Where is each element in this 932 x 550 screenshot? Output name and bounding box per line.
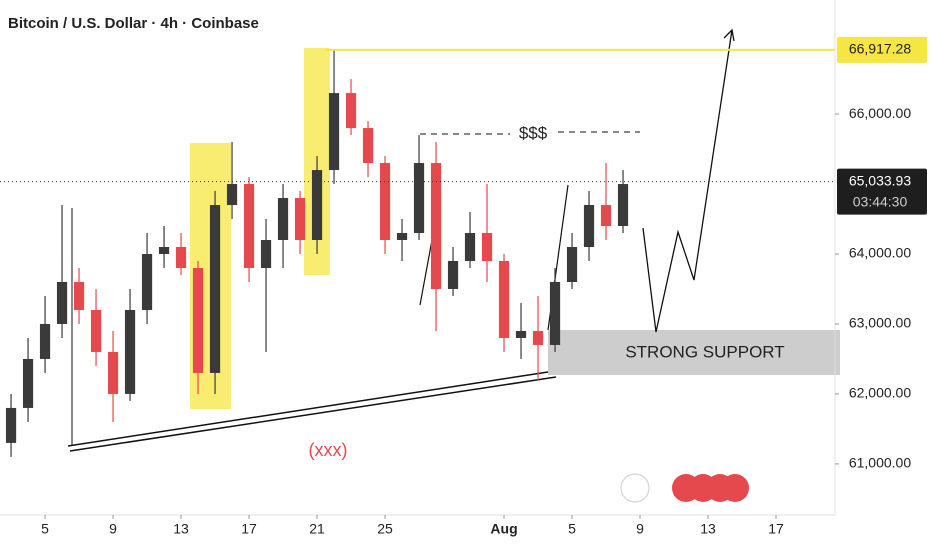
x-tick-label: 5 [41, 521, 49, 537]
x-tick-label: Aug [490, 521, 517, 537]
y-tick-label: 63,000.00 [849, 315, 911, 331]
price-tag [837, 36, 927, 63]
projection-path [642, 29, 733, 333]
candle-body [413, 163, 425, 234]
candle-body [39, 323, 51, 359]
price-tag-label: 66,917.28 [849, 41, 911, 57]
candle-body [90, 309, 102, 352]
candle-body [617, 184, 629, 227]
candle-body [209, 205, 221, 373]
candle-body [498, 260, 510, 338]
candle-body [311, 170, 323, 241]
candle-body [226, 184, 238, 206]
x-tick-label: 9 [109, 521, 117, 537]
x-tick-label: 13 [173, 521, 189, 537]
arrow-head [723, 28, 735, 42]
candle-body [362, 128, 374, 164]
candle-body [107, 351, 119, 394]
x-tick-label: 13 [700, 521, 716, 537]
y-tick-label: 66,000.00 [849, 105, 911, 121]
candle-body [294, 198, 306, 241]
y-tick-label: 61,000.00 [849, 455, 911, 471]
x-tick-label: 17 [768, 521, 784, 537]
x-tick-label: 5 [568, 521, 576, 537]
trend-line [69, 376, 557, 452]
candle-body [192, 267, 204, 373]
price-tag [837, 168, 927, 215]
arrow [419, 239, 433, 306]
candle-body [73, 281, 85, 310]
support-zone [548, 330, 840, 375]
candle-body [345, 93, 357, 129]
price-tag-label: 65,033.93 [849, 172, 911, 188]
x-tick-label: 17 [241, 521, 257, 537]
candle-body [243, 184, 255, 268]
annotation: $$$ [519, 123, 548, 142]
candle-body [5, 407, 17, 443]
candle-body [515, 330, 527, 338]
annotation: (xxx) [309, 440, 348, 460]
candle-body [22, 358, 34, 408]
candle-body [549, 281, 561, 345]
candle-body [464, 233, 476, 261]
x-tick-label: 25 [377, 521, 393, 537]
y-tick-label: 62,000.00 [849, 385, 911, 401]
candle-body [277, 198, 289, 241]
candle-body [532, 330, 544, 345]
candle-body [447, 260, 459, 289]
x-tick-label: 9 [636, 521, 644, 537]
candle-body [175, 247, 187, 268]
candle-body [583, 205, 595, 248]
candle-body [124, 309, 136, 394]
candle-body [328, 93, 340, 171]
chart-title: Bitcoin / U.S. Dollar · 4h · Coinbase [8, 15, 259, 32]
candle-body [56, 281, 68, 324]
countdown: 03:44:30 [853, 193, 908, 209]
candle-body [430, 163, 442, 289]
candle-body [379, 163, 391, 241]
candle-body [600, 205, 612, 227]
candle-body [260, 240, 272, 268]
candle-body [566, 247, 578, 282]
candle-body [141, 254, 153, 310]
y-tick-label: 64,000.00 [849, 245, 911, 261]
annotations-layer [67, 28, 840, 503]
candle-body [158, 247, 170, 255]
candle-body [481, 233, 493, 261]
candle-body [396, 233, 408, 241]
trend-line [67, 371, 549, 447]
annotation: STRONG SUPPORT [625, 342, 784, 361]
x-tick-label: 21 [309, 521, 325, 537]
icon[interactable] [620, 473, 650, 503]
event-icon[interactable] [721, 474, 749, 502]
